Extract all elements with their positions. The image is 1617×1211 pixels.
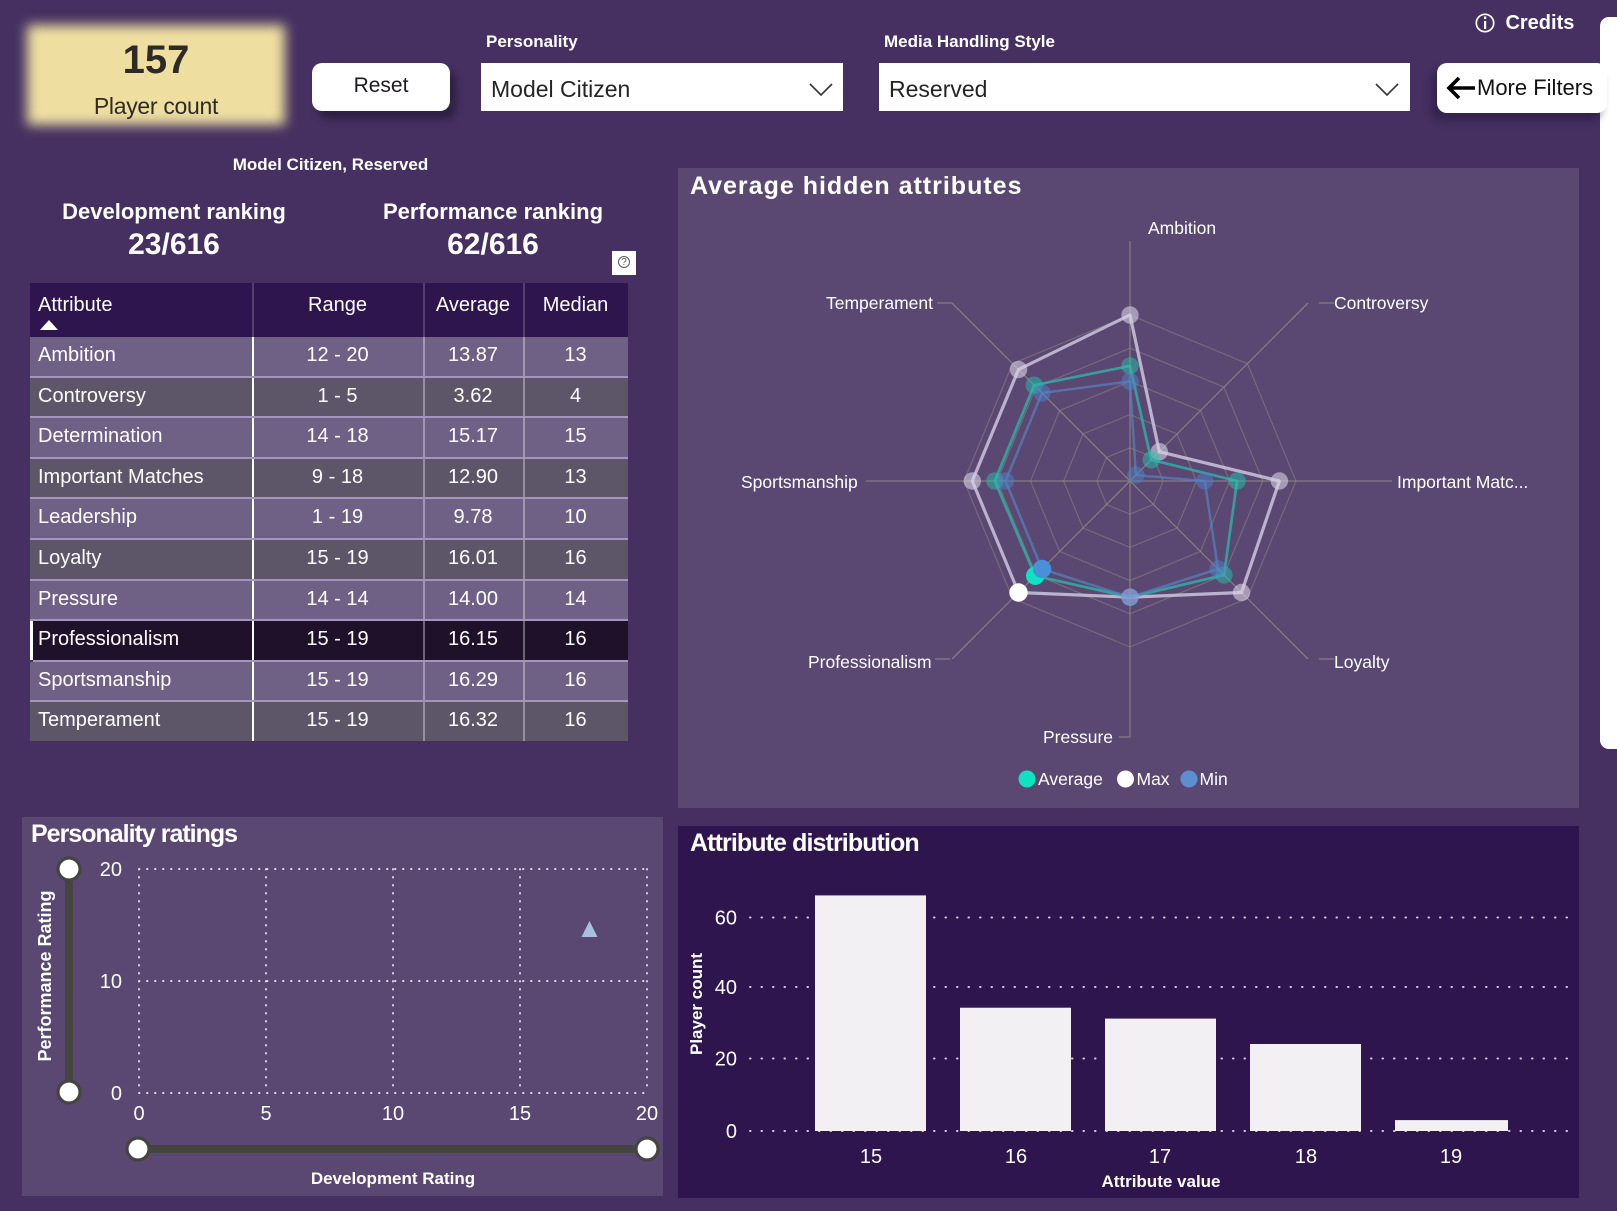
svg-text:19: 19 [1440,1146,1462,1168]
svg-text:Important Matc...: Important Matc... [1397,472,1528,492]
svg-text:Max: Max [1137,769,1170,789]
svg-text:16: 16 [1005,1146,1027,1168]
svg-text:Ambition: Ambition [1148,218,1216,238]
svg-text:20: 20 [100,859,122,881]
svg-text:10: 10 [382,1103,404,1125]
svg-text:Pressure: Pressure [1043,727,1113,747]
svg-text:0: 0 [133,1103,144,1125]
svg-text:15: 15 [509,1103,531,1125]
svg-text:10: 10 [100,971,122,993]
svg-text:Performance Rating: Performance Rating [35,890,55,1061]
svg-text:0: 0 [111,1083,122,1105]
svg-text:15: 15 [860,1146,882,1168]
svg-text:Development Rating: Development Rating [311,1169,475,1188]
svg-text:Controversy: Controversy [1334,293,1429,313]
svg-text:Average: Average [1038,769,1103,789]
svg-text:0: 0 [726,1121,737,1143]
svg-text:40: 40 [715,977,737,999]
svg-text:Player count: Player count [687,953,706,1055]
svg-text:Min: Min [1200,769,1228,789]
svg-text:20: 20 [715,1049,737,1071]
svg-text:18: 18 [1295,1146,1317,1168]
svg-text:Loyalty: Loyalty [1334,652,1390,672]
svg-text:Sportsmanship: Sportsmanship [741,472,858,492]
svg-text:60: 60 [715,908,737,930]
svg-text:Attribute value: Attribute value [1101,1172,1220,1191]
svg-text:17: 17 [1149,1146,1171,1168]
svg-text:20: 20 [636,1103,658,1125]
svg-text:5: 5 [260,1103,271,1125]
svg-text:Temperament: Temperament [826,293,933,313]
svg-text:Professionalism: Professionalism [808,652,932,672]
